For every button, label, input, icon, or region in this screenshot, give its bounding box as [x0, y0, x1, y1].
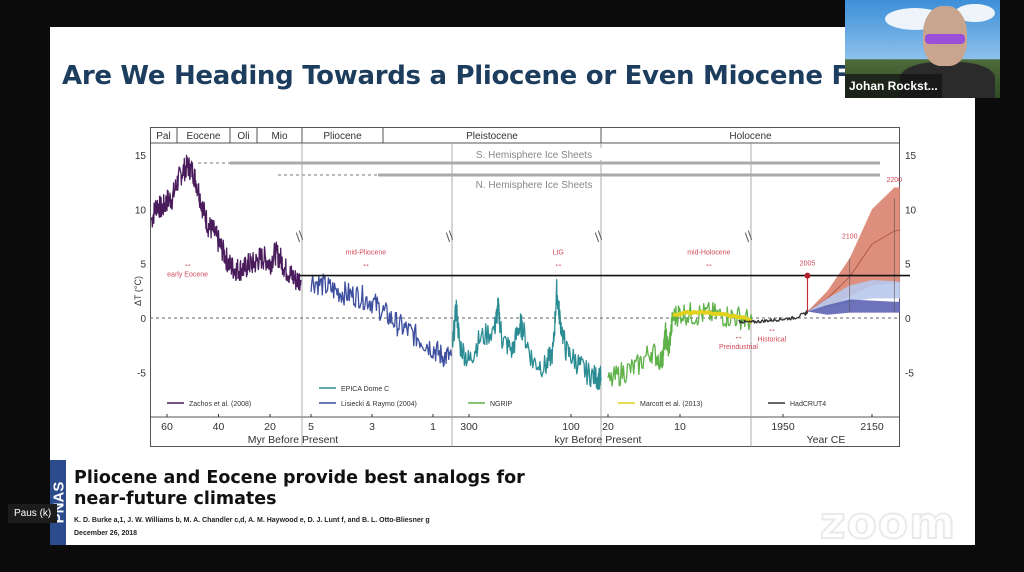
axis-break-mark: //	[741, 228, 756, 245]
axis-break-mark: //	[591, 228, 606, 245]
epoch-label-eocene: Eocene	[187, 131, 221, 142]
series-marcott-et-al-2013-	[672, 309, 753, 324]
paper-title: Pliocene and Eocene provide best analogs…	[74, 468, 525, 509]
pnas-logo-text: PNAS	[50, 481, 68, 524]
x-tick-label: 20	[602, 421, 614, 433]
x-tick-label: 1950	[771, 421, 795, 433]
pause-tooltip: Paus (k)	[8, 504, 58, 523]
annotation-label: mid-Holocene	[687, 249, 730, 256]
x-axis-label: kyr Before Present	[555, 434, 642, 446]
range-arrow-icon: ↔	[361, 258, 370, 268]
series-lisiecki-raymo-2004-	[310, 273, 452, 368]
y-tick-right: 15	[905, 151, 917, 162]
s-ice-label: S. Hemisphere Ice Sheets	[476, 150, 592, 161]
x-tick-label: 2150	[860, 421, 884, 433]
legend-label: Zachos et al. (2008)	[189, 401, 251, 408]
y-tick-left: 5	[140, 260, 146, 271]
range-arrow-icon: ↔	[767, 324, 776, 334]
epoch-label-oli: Oli	[237, 131, 249, 142]
range-arrow-icon: ↔	[734, 331, 743, 341]
annotation-label: LIG	[553, 249, 564, 256]
legend-label: EPICA Dome C	[341, 386, 389, 393]
x-tick-label: 3	[369, 421, 375, 433]
y-tick-left: 15	[135, 151, 147, 162]
axis-break-mark: //	[442, 228, 457, 245]
epoch-label-pliocene: Pliocene	[323, 131, 362, 142]
x-axis-label: Myr Before Present	[248, 434, 339, 446]
temperature-chart: Pal Eocene Oli Mio Pliocene Pleistocene Holoce…	[133, 127, 917, 447]
x-tick-label: 10	[674, 421, 686, 433]
y-tick-left: 0	[140, 314, 146, 325]
slide-title: Are We Heading Towards a Pliocene or Eve…	[62, 61, 849, 91]
range-arrow-icon: ↔	[704, 258, 713, 268]
annotations: 2005 ↔ early Eocene ↔ mid-Pliocene ↔ LIG ↔ mid-H…	[167, 177, 902, 351]
epoch-label-pleistocene: Pleistocene	[466, 131, 518, 142]
y-tick-left: 10	[135, 205, 147, 216]
series-hadcrut4	[738, 310, 809, 324]
epoch-bar: Pal Eocene Oli Mio Pliocene Pleistocene Holoce…	[156, 127, 772, 143]
marker-2005-dot	[804, 272, 811, 279]
ice-label-bg	[465, 148, 603, 160]
x-axis-label: Year CE	[807, 434, 846, 446]
annotation-label: 2200	[886, 177, 902, 184]
x-tick-label: 100	[562, 421, 580, 433]
epoch-label-holocene: Holocene	[729, 131, 772, 142]
annotation-label: mid-Pliocene	[346, 249, 387, 256]
x-tick-label: 20	[264, 421, 276, 433]
y-tick-right: 0	[905, 314, 911, 325]
y-tick-right: 5	[905, 260, 911, 271]
participant-name: Johan Rockst...	[845, 74, 942, 98]
series-lines	[150, 154, 809, 391]
epoch-label-mio: Mio	[271, 131, 288, 142]
series-epica-dome-c	[451, 279, 602, 391]
axis-break-mark: //	[292, 228, 307, 245]
cloud-decor	[955, 4, 995, 22]
projection-band-mid-emissions	[807, 279, 900, 312]
y-tick-left: -5	[137, 368, 146, 379]
x-axis-ticks: 60 40 20 5 3 1 300 100 20 10 1950 2150 Myr Before Pr…	[161, 414, 884, 446]
range-arrow-icon: ↔	[554, 258, 563, 268]
participant-glasses	[925, 34, 965, 44]
legend-label: Lisiecki & Raymo (2004)	[341, 401, 417, 408]
legend-label: Marcott et al. (2013)	[640, 401, 703, 408]
n-ice-label: N. Hemisphere Ice Sheets	[476, 180, 593, 191]
x-tick-label: 60	[161, 421, 173, 433]
x-tick-label: 300	[460, 421, 478, 433]
paper-authors: K. D. Burke a,1, J. W. Williams b, M. A.…	[74, 517, 430, 524]
presentation-slide	[50, 27, 975, 545]
panel-dividers: // // // //	[292, 143, 756, 447]
marker-2005-label: 2005	[800, 261, 816, 268]
legend-label: HadCRUT4	[790, 401, 826, 408]
series-zachos-et-al-2008-	[150, 154, 302, 291]
projection-band-low-emissions	[807, 299, 900, 315]
annotation-label: 2100	[842, 234, 858, 241]
epoch-label-pal: Pal	[156, 131, 170, 142]
y-tick-right: -5	[905, 368, 914, 379]
range-arrow-icon: ↔	[183, 258, 192, 268]
annotation-label: early Eocene	[167, 271, 208, 278]
legend-label: NGRIP	[490, 401, 513, 408]
participant-video-tile[interactable]: Johan Rockst...	[845, 0, 1000, 98]
y-axis-ticks: 15 15 10 10 5 5 0 0 -5 -5	[135, 151, 917, 379]
paper-date: December 26, 2018	[74, 530, 138, 537]
annotation-label: Preindustrial	[719, 344, 758, 351]
annotation-label: Historical	[757, 337, 786, 344]
projection-median	[807, 229, 900, 312]
x-tick-label: 5	[308, 421, 314, 433]
legend: Zachos et al. (2008) EPICA Dome C Lisiecki…	[167, 386, 826, 408]
zoom-watermark: zoom	[819, 497, 956, 550]
ice-sheet-bars: S. Hemisphere Ice Sheets N. Hemisphere Ic…	[198, 148, 880, 191]
y-tick-right: 10	[905, 205, 917, 216]
pnas-logo: PNAS	[50, 460, 68, 545]
x-tick-label: 1	[430, 421, 436, 433]
y-axis-label: ΔT (°C)	[133, 276, 143, 306]
x-tick-label: 40	[213, 421, 225, 433]
projection-bands	[807, 187, 900, 315]
